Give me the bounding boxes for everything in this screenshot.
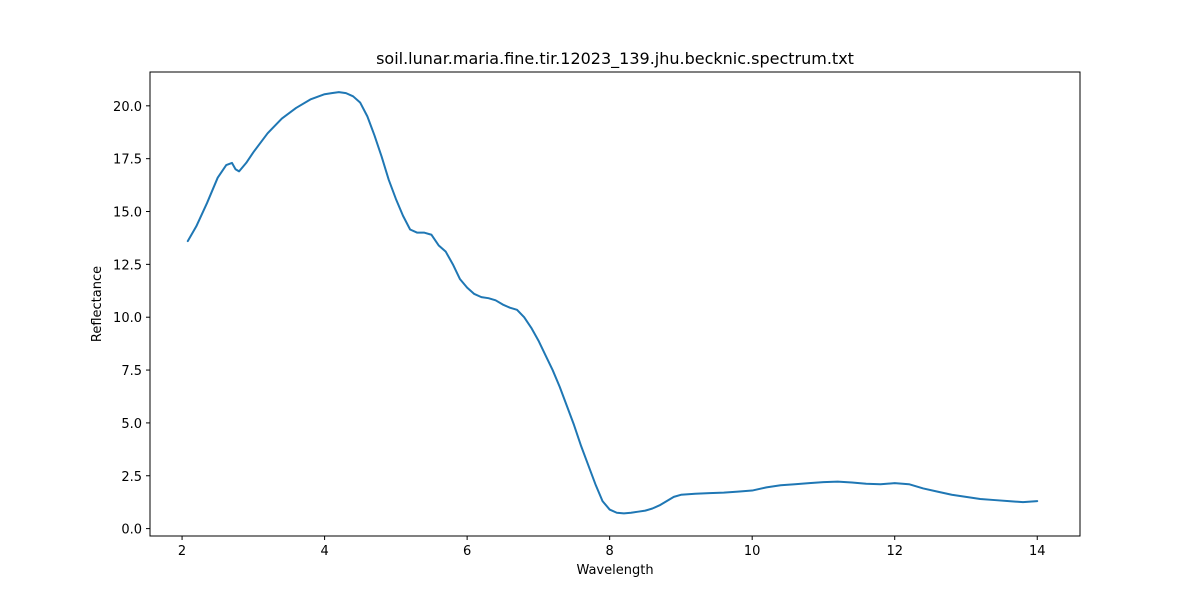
- y-tick-label: 12.5: [113, 258, 142, 273]
- x-tick-label: 6: [463, 544, 471, 559]
- plot-frame: [149, 71, 1081, 537]
- spectrum-line: [186, 91, 1039, 515]
- y-tick-label: 5.0: [121, 417, 142, 432]
- y-tick-label: 15.0: [113, 206, 142, 221]
- x-tick-label: 12: [886, 544, 903, 559]
- x-tick-label: 14: [1029, 544, 1046, 559]
- y-tick-label: 0.0: [121, 523, 142, 538]
- y-axis-label: Reflectance: [90, 266, 105, 342]
- y-axis-ticks: 0.0 2.5 5.0 7.5 10.0 12.5 15.0 17.5 20.0: [113, 100, 150, 538]
- x-tick-label: 10: [744, 544, 761, 559]
- x-tick-label: 8: [606, 544, 614, 559]
- series-group: [186, 91, 1039, 515]
- y-tick-label: 20.0: [113, 100, 142, 115]
- x-tick-label: 2: [178, 544, 186, 559]
- x-tick-label: 4: [320, 544, 328, 559]
- y-tick-label: 2.5: [121, 470, 142, 485]
- x-axis-ticks: 2 4 6 8 10 12 14: [178, 536, 1046, 559]
- x-axis-label: Wavelength: [576, 563, 653, 578]
- y-tick-label: 7.5: [121, 364, 142, 379]
- y-tick-label: 17.5: [113, 153, 142, 168]
- chart-title: soil.lunar.maria.fine.tir.12023_139.jhu.…: [376, 49, 854, 69]
- y-tick-label: 10.0: [113, 311, 142, 326]
